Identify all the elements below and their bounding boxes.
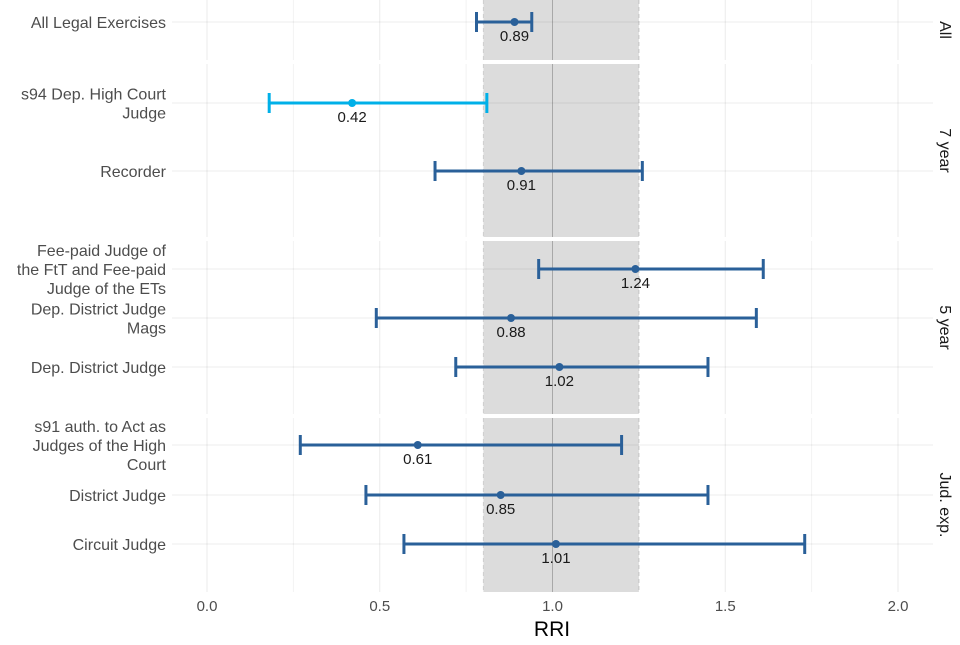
y-tick-label: Dep. District Judge	[31, 360, 166, 377]
facet-strip-label: Jud. exp.	[936, 473, 953, 538]
data-row: 1.24 Fee-paid Judge of the FtT and Fee-pai…	[17, 243, 765, 298]
x-tick-label: 1.0	[542, 598, 563, 615]
x-tick-label: 1.5	[715, 598, 736, 615]
data-row: 0.61 s91 auth. to Act as Judges of the Hig…	[33, 419, 624, 474]
point-estimate	[555, 363, 564, 371]
y-tick-label: All Legal Exercises	[31, 15, 166, 32]
value-label: 1.01	[541, 550, 570, 567]
panels: All 0.89 All Legal Exercises 7 year 0.42 s94 …	[17, 0, 953, 592]
facet-strip-label: All	[936, 21, 953, 39]
x-axis-title: RRI	[534, 618, 570, 640]
point-estimate	[510, 18, 519, 26]
y-tick-label: Dep. District Judge	[31, 302, 166, 319]
point-estimate	[551, 540, 560, 548]
x-axis-ticks: 0.0 0.5 1.0 1.5 2.0	[197, 598, 909, 615]
y-tick-label: District Judge	[69, 488, 166, 505]
facet-panel: Jud. exp. 0.61 s91 auth. to Act as Judges o…	[33, 418, 953, 592]
facet-strip-label: 7 year	[936, 128, 953, 173]
y-tick-label: s91 auth. to Act as	[34, 419, 166, 436]
data-row: 0.85 District Judge	[69, 485, 710, 518]
point-estimate	[631, 265, 640, 273]
data-row: 0.89 All Legal Exercises	[31, 12, 534, 45]
value-label: 0.91	[507, 177, 536, 194]
point-estimate	[496, 491, 505, 499]
facet-panel: 5 year 1.24 Fee-paid Judge of the FtT and F…	[17, 241, 953, 414]
facet-panel: All 0.89 All Legal Exercises	[31, 0, 953, 60]
facet-strip-label: 5 year	[936, 305, 953, 350]
y-tick-label: Fee-paid Judge of	[37, 243, 167, 260]
data-row: 0.88 Dep. District Judge Mags	[31, 302, 758, 341]
data-row: 0.42 s94 Dep. High Court Judge	[21, 87, 489, 126]
value-label: 0.85	[486, 501, 515, 518]
data-row: 1.01 Circuit Judge	[73, 534, 807, 567]
y-tick-label: Recorder	[100, 164, 166, 181]
value-label: 0.61	[403, 451, 432, 468]
y-tick-label: Judges of the High	[33, 438, 166, 455]
data-row: 0.91 Recorder	[100, 161, 644, 194]
point-estimate	[507, 314, 516, 322]
y-tick-label: Judge	[122, 106, 166, 123]
y-tick-label: Court	[127, 457, 167, 474]
y-tick-label: Judge of the ETs	[47, 281, 166, 298]
y-tick-label: the FtT and Fee-paid	[17, 262, 166, 279]
value-label: 0.89	[500, 28, 529, 45]
value-label: 1.24	[621, 275, 650, 292]
value-label: 1.02	[545, 373, 574, 390]
x-tick-label: 0.5	[369, 598, 390, 615]
point-estimate	[413, 441, 422, 449]
value-label: 0.42	[338, 109, 367, 126]
y-tick-label: Circuit Judge	[73, 537, 166, 554]
data-row: 1.02 Dep. District Judge	[31, 357, 710, 390]
x-tick-label: 0.0	[197, 598, 218, 615]
point-estimate	[517, 167, 526, 175]
x-tick-label: 2.0	[888, 598, 909, 615]
shaded-band	[483, 418, 639, 592]
point-estimate	[348, 99, 357, 107]
y-tick-label: Mags	[127, 321, 166, 338]
y-tick-label: s94 Dep. High Court	[21, 87, 167, 104]
value-label: 0.88	[496, 324, 525, 341]
shaded-band	[483, 0, 639, 60]
facet-panel: 7 year 0.42 s94 Dep. High Court Judge 0.91 Re…	[21, 64, 953, 237]
shaded-band	[483, 64, 639, 237]
